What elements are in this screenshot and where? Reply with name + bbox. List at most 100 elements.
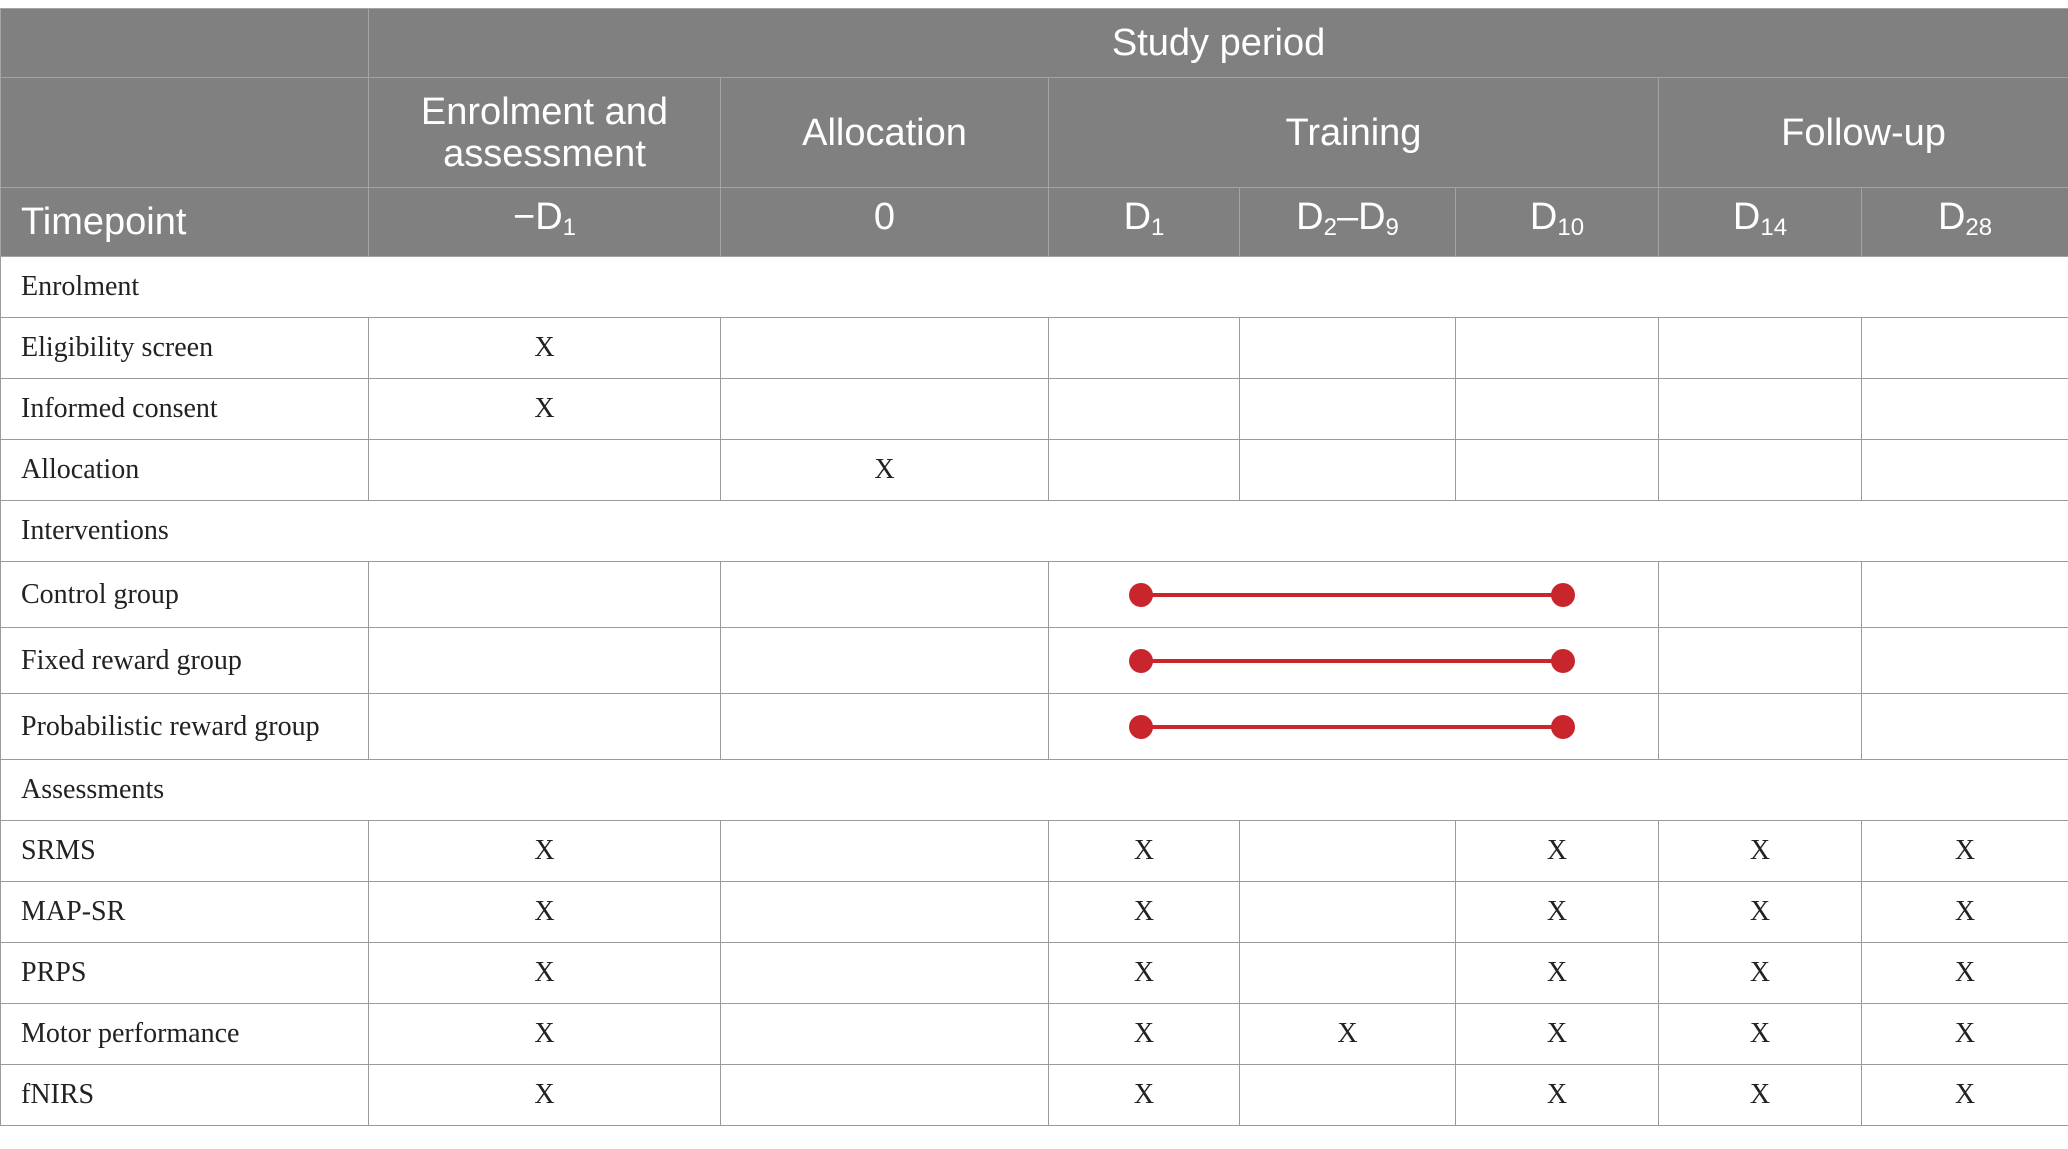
table-row: PRPS X X X X X [0,942,2068,1004]
empty-cell [368,627,721,694]
schedule-mark [1239,439,1456,501]
schedule-mark [1239,317,1456,379]
empty-cell [368,561,721,628]
schedule-mark: X [1658,881,1862,943]
schedule-table-container: Study period Enrolment and assessment Al… [0,8,2068,1126]
timepoint-cell: −D1 [368,187,721,257]
start-dot-icon [1129,648,1153,673]
study-schedule-table: Study period Enrolment and assessment Al… [0,8,2068,1126]
schedule-mark [1658,317,1862,379]
empty-cell [720,693,1049,760]
schedule-mark [1658,378,1862,440]
section-row-assessments: Assessments [0,759,2068,821]
schedule-mark [720,881,1049,943]
schedule-mark: X [1048,820,1240,882]
schedule-mark: X [720,439,1049,501]
schedule-mark [1455,378,1659,440]
schedule-mark: X [1048,1003,1240,1065]
phase-header-enrolment: Enrolment and assessment [368,77,721,188]
schedule-mark [1239,881,1456,943]
schedule-mark [720,1064,1049,1126]
row-label: Allocation [0,439,369,501]
table-row: fNIRS X X X X X [0,1064,2068,1126]
schedule-mark [1048,378,1240,440]
schedule-mark [1239,942,1456,1004]
schedule-mark: X [368,1064,721,1126]
schedule-mark [1455,439,1659,501]
schedule-mark [720,820,1049,882]
schedule-mark [368,439,721,501]
intervention-period-cell [1048,693,1659,760]
table-row: Probabilistic reward group [0,693,2068,760]
end-dot-icon [1551,648,1575,673]
row-label: Informed consent [0,378,369,440]
schedule-mark: X [368,820,721,882]
empty-cell [1860,561,2068,628]
schedule-mark [1239,820,1456,882]
table-row: MAP-SR X X X X X [0,881,2068,943]
timepoint-cell: D1 [1048,187,1240,257]
schedule-mark: X [368,317,721,379]
schedule-mark: X [368,1003,721,1065]
schedule-mark: X [1658,942,1862,1004]
schedule-mark: X [1860,1003,2068,1065]
schedule-mark: X [1239,1003,1456,1065]
header-empty-cell [0,77,369,188]
empty-cell [1658,561,1862,628]
schedule-mark: X [1048,942,1240,1004]
row-label: PRPS [0,942,369,1004]
schedule-mark: X [1860,881,2068,943]
table-row: Control group [0,561,2068,628]
schedule-mark [1239,1064,1456,1126]
table-row: Allocation X [0,439,2068,501]
schedule-mark [1048,317,1240,379]
intervention-duration-bar [1141,592,1563,597]
schedule-mark: X [1860,1064,2068,1126]
study-period-header: Study period [367,8,2068,78]
table-row: Fixed reward group [0,627,2068,694]
empty-cell [720,627,1049,694]
schedule-mark [720,1003,1049,1065]
table-header: Study period Enrolment and assessment Al… [0,8,2068,257]
section-heading: Enrolment [0,256,2068,318]
schedule-mark [720,942,1049,1004]
table-body: Enrolment Eligibility screen X Informed … [0,256,2068,1126]
schedule-mark: X [1455,1003,1659,1065]
schedule-mark: X [1455,1064,1659,1126]
timepoint-cell: D14 [1658,187,1862,257]
row-label: Control group [0,561,369,628]
start-dot-icon [1129,714,1153,739]
row-label: Fixed reward group [0,627,369,694]
schedule-mark [1658,439,1862,501]
section-heading: Interventions [0,500,2068,562]
intervention-duration-bar [1141,658,1563,663]
timepoint-cell: D2–D9 [1239,187,1456,257]
schedule-mark: X [1455,820,1659,882]
schedule-mark: X [1860,942,2068,1004]
start-dot-icon [1129,582,1153,607]
row-label: MAP-SR [0,881,369,943]
schedule-mark [720,378,1049,440]
schedule-mark [1860,317,2068,379]
schedule-mark [1048,439,1240,501]
schedule-mark: X [368,881,721,943]
table-row: Informed consent X [0,378,2068,440]
schedule-mark [1860,439,2068,501]
row-label: Eligibility screen [0,317,369,379]
table-row: Eligibility screen X [0,317,2068,379]
timepoint-cell: D10 [1455,187,1659,257]
schedule-mark: X [1048,1064,1240,1126]
schedule-mark [1455,317,1659,379]
empty-cell [720,561,1049,628]
schedule-mark: X [1860,820,2068,882]
table-row: Motor performance X X X X X X [0,1003,2068,1065]
empty-cell [1860,693,2068,760]
header-empty-cell [0,8,369,78]
schedule-mark: X [368,378,721,440]
schedule-mark: X [1455,942,1659,1004]
empty-cell [1860,627,2068,694]
phase-header-training: Training [1048,77,1659,188]
row-label: Probabilistic reward group [0,693,369,760]
phase-header-allocation: Allocation [720,77,1049,188]
schedule-mark: X [1658,820,1862,882]
